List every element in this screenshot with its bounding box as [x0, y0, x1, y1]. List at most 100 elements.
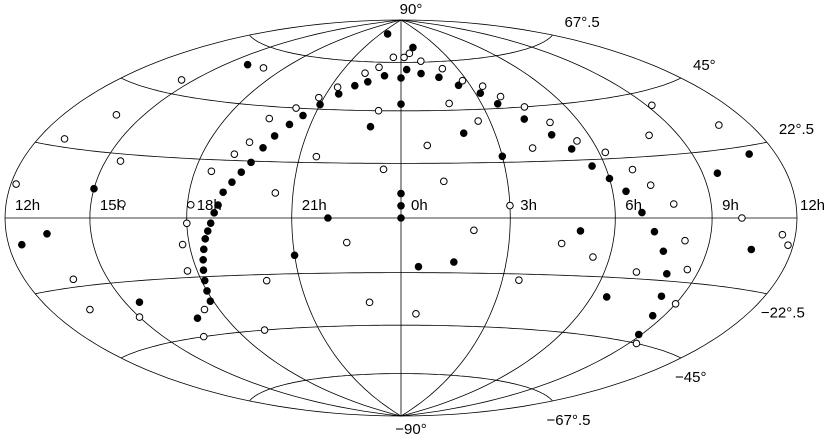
sky-point	[414, 262, 423, 271]
sky-point	[648, 101, 656, 110]
sky-point	[285, 120, 294, 129]
sky-point	[438, 64, 447, 73]
meridian	[291, 19, 402, 417]
meridian	[400, 19, 616, 417]
sky-point	[299, 111, 307, 120]
sky-point	[199, 245, 208, 254]
meridian	[186, 19, 402, 417]
sky-point	[324, 214, 332, 222]
sky-point	[86, 305, 94, 314]
sky-point	[715, 121, 723, 129]
sky-point	[520, 103, 529, 111]
sky-point	[648, 311, 657, 320]
sky-point	[90, 184, 98, 193]
sky-point	[292, 104, 300, 112]
sky-point	[365, 298, 374, 307]
y-tick-label: −90°	[395, 421, 426, 438]
sky-point	[576, 227, 585, 235]
sky-point	[573, 137, 581, 145]
sky-point	[366, 122, 375, 131]
sky-point	[183, 267, 192, 275]
sky-point	[440, 177, 448, 186]
sky-point	[476, 89, 485, 97]
sky-point	[183, 219, 191, 228]
sky-point	[112, 111, 121, 119]
y-tick-label: 67°.5	[565, 14, 600, 31]
sky-point	[778, 230, 787, 239]
sky-point	[528, 144, 537, 152]
sky-point	[402, 65, 411, 74]
sky-point	[18, 240, 26, 249]
sky-point	[178, 240, 187, 249]
sky-point	[290, 251, 299, 260]
sky-point	[628, 165, 637, 174]
sky-point	[69, 275, 78, 284]
x-tick-label: 9h	[722, 197, 739, 214]
y-tick-label: 22°.5	[779, 121, 814, 138]
sky-point	[474, 117, 482, 125]
sky-point	[334, 90, 343, 98]
sky-point	[498, 152, 507, 161]
sky-point	[567, 145, 576, 153]
sky-point	[784, 241, 792, 250]
sky-point	[588, 162, 596, 170]
sky-point	[351, 81, 359, 90]
sky-point	[262, 276, 271, 285]
sky-point	[193, 314, 202, 323]
sky-point	[632, 339, 641, 348]
sky-point	[671, 299, 680, 308]
y-tick-label: 90°	[400, 1, 423, 18]
sky-point	[397, 214, 405, 222]
sky-point	[646, 181, 655, 189]
parallel	[249, 373, 553, 402]
sky-point	[506, 201, 514, 210]
sky-point	[601, 148, 610, 157]
sky-point	[745, 150, 753, 158]
meridian	[400, 19, 798, 417]
sky-point	[361, 69, 369, 77]
meridian	[400, 19, 713, 417]
sky-point	[459, 129, 468, 137]
sky-point	[210, 209, 218, 217]
sky-point	[747, 245, 756, 254]
x-tick-label: 12h	[800, 197, 825, 214]
meridian	[400, 19, 511, 417]
x-tick-label: 21h	[302, 197, 327, 214]
sky-point	[683, 265, 692, 274]
sky-point	[645, 131, 653, 140]
sky-point	[60, 135, 69, 143]
y-tick-label: −22°.5	[761, 305, 805, 322]
sky-point	[458, 76, 467, 85]
sky-point	[247, 158, 255, 167]
sky-point	[738, 214, 746, 222]
sky-point	[669, 200, 678, 208]
sky-point	[316, 100, 324, 109]
sky-point	[201, 235, 210, 243]
sky-point	[199, 266, 208, 275]
sky-point	[379, 165, 388, 174]
sky-point	[270, 132, 279, 140]
sky-point	[228, 178, 236, 186]
sky-point	[397, 189, 405, 198]
sky-point	[199, 332, 208, 341]
sky-point	[245, 138, 254, 147]
sky-point	[557, 239, 566, 248]
sky-point	[650, 227, 659, 236]
sky-point	[259, 64, 268, 72]
parallel	[35, 272, 767, 295]
sky-point	[405, 49, 414, 58]
y-tick-label: −45°	[675, 369, 706, 386]
sky-point	[546, 118, 554, 127]
sky-point	[423, 141, 432, 150]
sky-point	[659, 247, 668, 256]
sky-point	[681, 236, 689, 245]
sky-point	[412, 310, 420, 318]
parallel	[120, 77, 682, 112]
sky-point	[713, 169, 722, 178]
sky-point	[333, 83, 342, 92]
x-tick-label: 3h	[520, 197, 537, 214]
sky-point	[203, 227, 212, 235]
sky-point	[203, 287, 211, 295]
sky-point	[417, 57, 425, 65]
